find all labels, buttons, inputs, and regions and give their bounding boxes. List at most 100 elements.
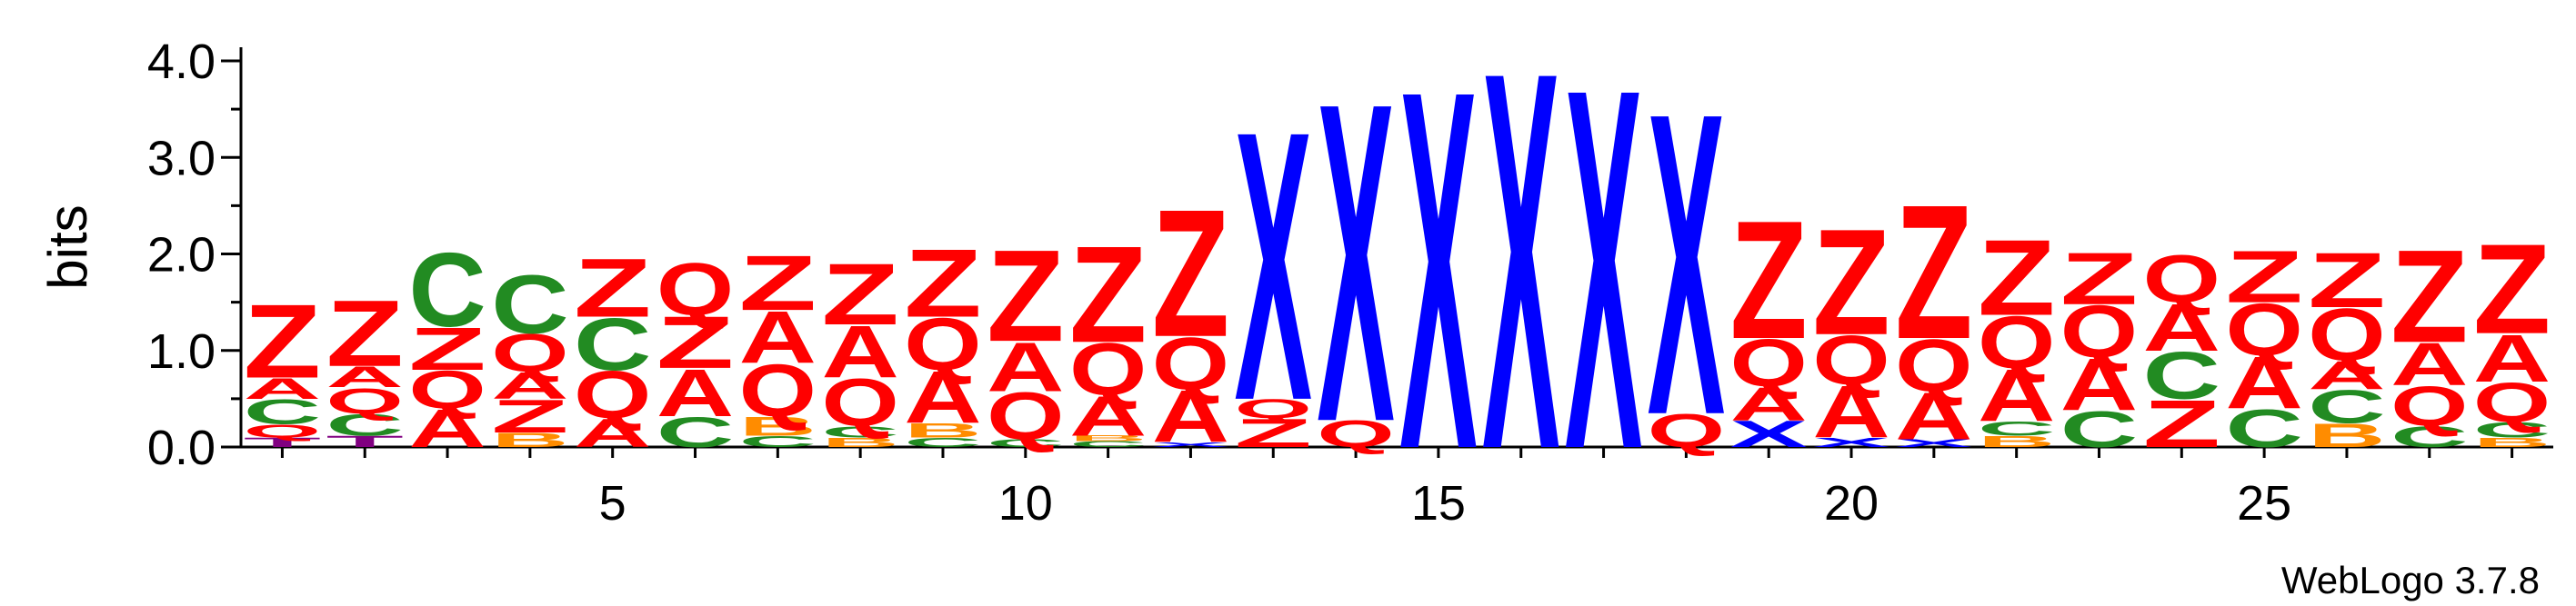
logo-letter-z: Z — [739, 239, 817, 326]
logo-letter-z: Z — [2473, 217, 2551, 361]
x-tick-label: 20 — [1824, 476, 1879, 531]
logo-letter-c: C — [2391, 421, 2468, 453]
logo-letter-q: Q — [1317, 412, 1394, 455]
logo-letter-z: Z — [244, 283, 321, 401]
logo-letter-a: A — [2225, 342, 2302, 425]
x-ticks: 5 10 15 20 25 — [280, 447, 2514, 531]
logo-letter-c: C — [326, 408, 404, 442]
logo-letter-z: Z — [1069, 217, 1147, 371]
logo-letter-q: Q — [987, 378, 1064, 453]
logo-letter-c: C — [408, 231, 486, 349]
logo-letter-z: Z — [1978, 218, 2055, 338]
logo-letter-x: X — [1648, 23, 1726, 505]
logo-letter-c: C — [2473, 418, 2551, 442]
y-axis-label: bits — [37, 204, 98, 289]
logo-letter-c: C — [739, 432, 817, 451]
x-tick-label: 25 — [2237, 476, 2291, 531]
logo-letter-b: B — [904, 419, 981, 442]
logo-letter-c: C — [574, 303, 651, 386]
logo-letter-a: A — [2308, 353, 2385, 398]
logo-letter-b: B — [1069, 434, 1147, 443]
logo-letter-x: X — [1812, 435, 1889, 450]
logo-letter-a: A — [2060, 343, 2138, 427]
logo-letter-z: Z — [2391, 224, 2468, 371]
logo-letter-a: A — [2143, 290, 2220, 365]
logo-letter-q: Q — [1235, 394, 1312, 424]
logo-letter-c: C — [904, 435, 981, 451]
logo-letter-z: Z — [2143, 386, 2220, 462]
logo-letter-a: A — [1812, 370, 1889, 453]
logo-glyphs: TQCAZTCQAZAQZCBZAQCAQCZCAZQCBQAZBCQAZCBA… — [244, 0, 2551, 561]
logo-letter-z: Z — [408, 315, 486, 382]
logo-letter-a: A — [408, 398, 486, 459]
logo-letter-b: B — [2308, 417, 2385, 455]
logo-letter-b: B — [821, 435, 898, 451]
logo-letter-b: B — [2473, 435, 2551, 451]
logo-letter-q: Q — [1978, 301, 2055, 383]
logo-letter-z: Z — [1895, 164, 1972, 379]
logo-letter-z: Z — [574, 242, 651, 335]
logo-letter-c: C — [2225, 398, 2302, 459]
logo-letter-c: C — [1069, 440, 1147, 449]
logo-letter-c: C — [2060, 401, 2138, 458]
logo-letter-x: X — [1565, 0, 1643, 557]
logo-letter-a: A — [326, 361, 404, 393]
x-tick-label: 15 — [1411, 476, 1466, 531]
logo-letter-z: Z — [326, 282, 404, 387]
logo-letter-c: C — [2308, 381, 2385, 433]
logo-letter-z: Z — [1235, 411, 1312, 456]
logo-letter-a: A — [657, 355, 734, 431]
logo-letter-z: Z — [2225, 235, 2302, 318]
logo-letter-z: Z — [657, 301, 734, 383]
logo-letter-a: A — [821, 311, 898, 394]
x-tick-label: 10 — [998, 476, 1053, 531]
logo-letter-q: Q — [244, 421, 321, 442]
logo-letter-q: Q — [408, 360, 486, 421]
logo-letter-z: Z — [2308, 236, 2385, 323]
logo-letter-a: A — [1152, 375, 1229, 459]
logo-letter-a: A — [987, 329, 1064, 407]
y-ticks: 0.0 1.0 2.0 3.0 4.0 — [147, 35, 241, 475]
axes: 0.0 1.0 2.0 3.0 4.0 5 10 15 20 25 bits — [37, 35, 2553, 531]
logo-letter-q: Q — [821, 364, 898, 440]
logo-letter-a: A — [244, 373, 321, 405]
logo-letter-c: C — [2143, 338, 2220, 413]
logo-letter-z: Z — [2060, 237, 2138, 320]
y-tick-label: 0.0 — [147, 421, 216, 475]
logo-letter-x: X — [1317, 8, 1395, 517]
x-tick-label: 5 — [599, 476, 626, 531]
logo-letter-a: A — [1069, 384, 1147, 448]
logo-letter-q: Q — [1730, 325, 1808, 401]
logo-letter-z: Z — [987, 224, 1064, 369]
logo-letter-q: Q — [1648, 404, 1725, 457]
logo-letter-a: A — [739, 296, 817, 380]
logo-letter-z: Z — [1730, 185, 1808, 374]
logo-letter-x: X — [1152, 441, 1229, 448]
logo-letter-z: Z — [491, 391, 568, 443]
logo-letter-z: Z — [1812, 197, 1889, 366]
logo-letter-q: Q — [2473, 371, 2551, 434]
logo-letter-q: Q — [1812, 322, 1889, 400]
logo-letter-q: Q — [2391, 374, 2468, 438]
logo-letter-q: Q — [904, 303, 981, 386]
logo-letter-x: X — [1482, 0, 1560, 561]
logo-letter-t: T — [244, 435, 321, 451]
logo-letter-a: A — [1895, 379, 1972, 454]
logo-letter-q: Q — [2060, 291, 2138, 373]
logo-letter-c: C — [1978, 417, 2055, 440]
y-tick-label: 1.0 — [147, 324, 216, 379]
logo-letter-c: C — [987, 437, 1064, 449]
logo-letter-a: A — [1978, 353, 2055, 437]
logo-letter-q: Q — [1895, 324, 1972, 407]
logo-letter-b: B — [491, 429, 568, 452]
logo-letter-q: Q — [326, 380, 404, 421]
logo-letter-b: B — [739, 412, 817, 442]
logo-letter-a: A — [491, 364, 568, 406]
logo-letter-a: A — [2391, 331, 2468, 398]
logo-letter-q: Q — [491, 323, 568, 383]
logo-letter-a: A — [2473, 321, 2551, 396]
logo-letter-c: C — [657, 408, 734, 456]
logo-letter-z: Z — [904, 229, 981, 337]
logo-letter-q: Q — [2143, 241, 2220, 316]
